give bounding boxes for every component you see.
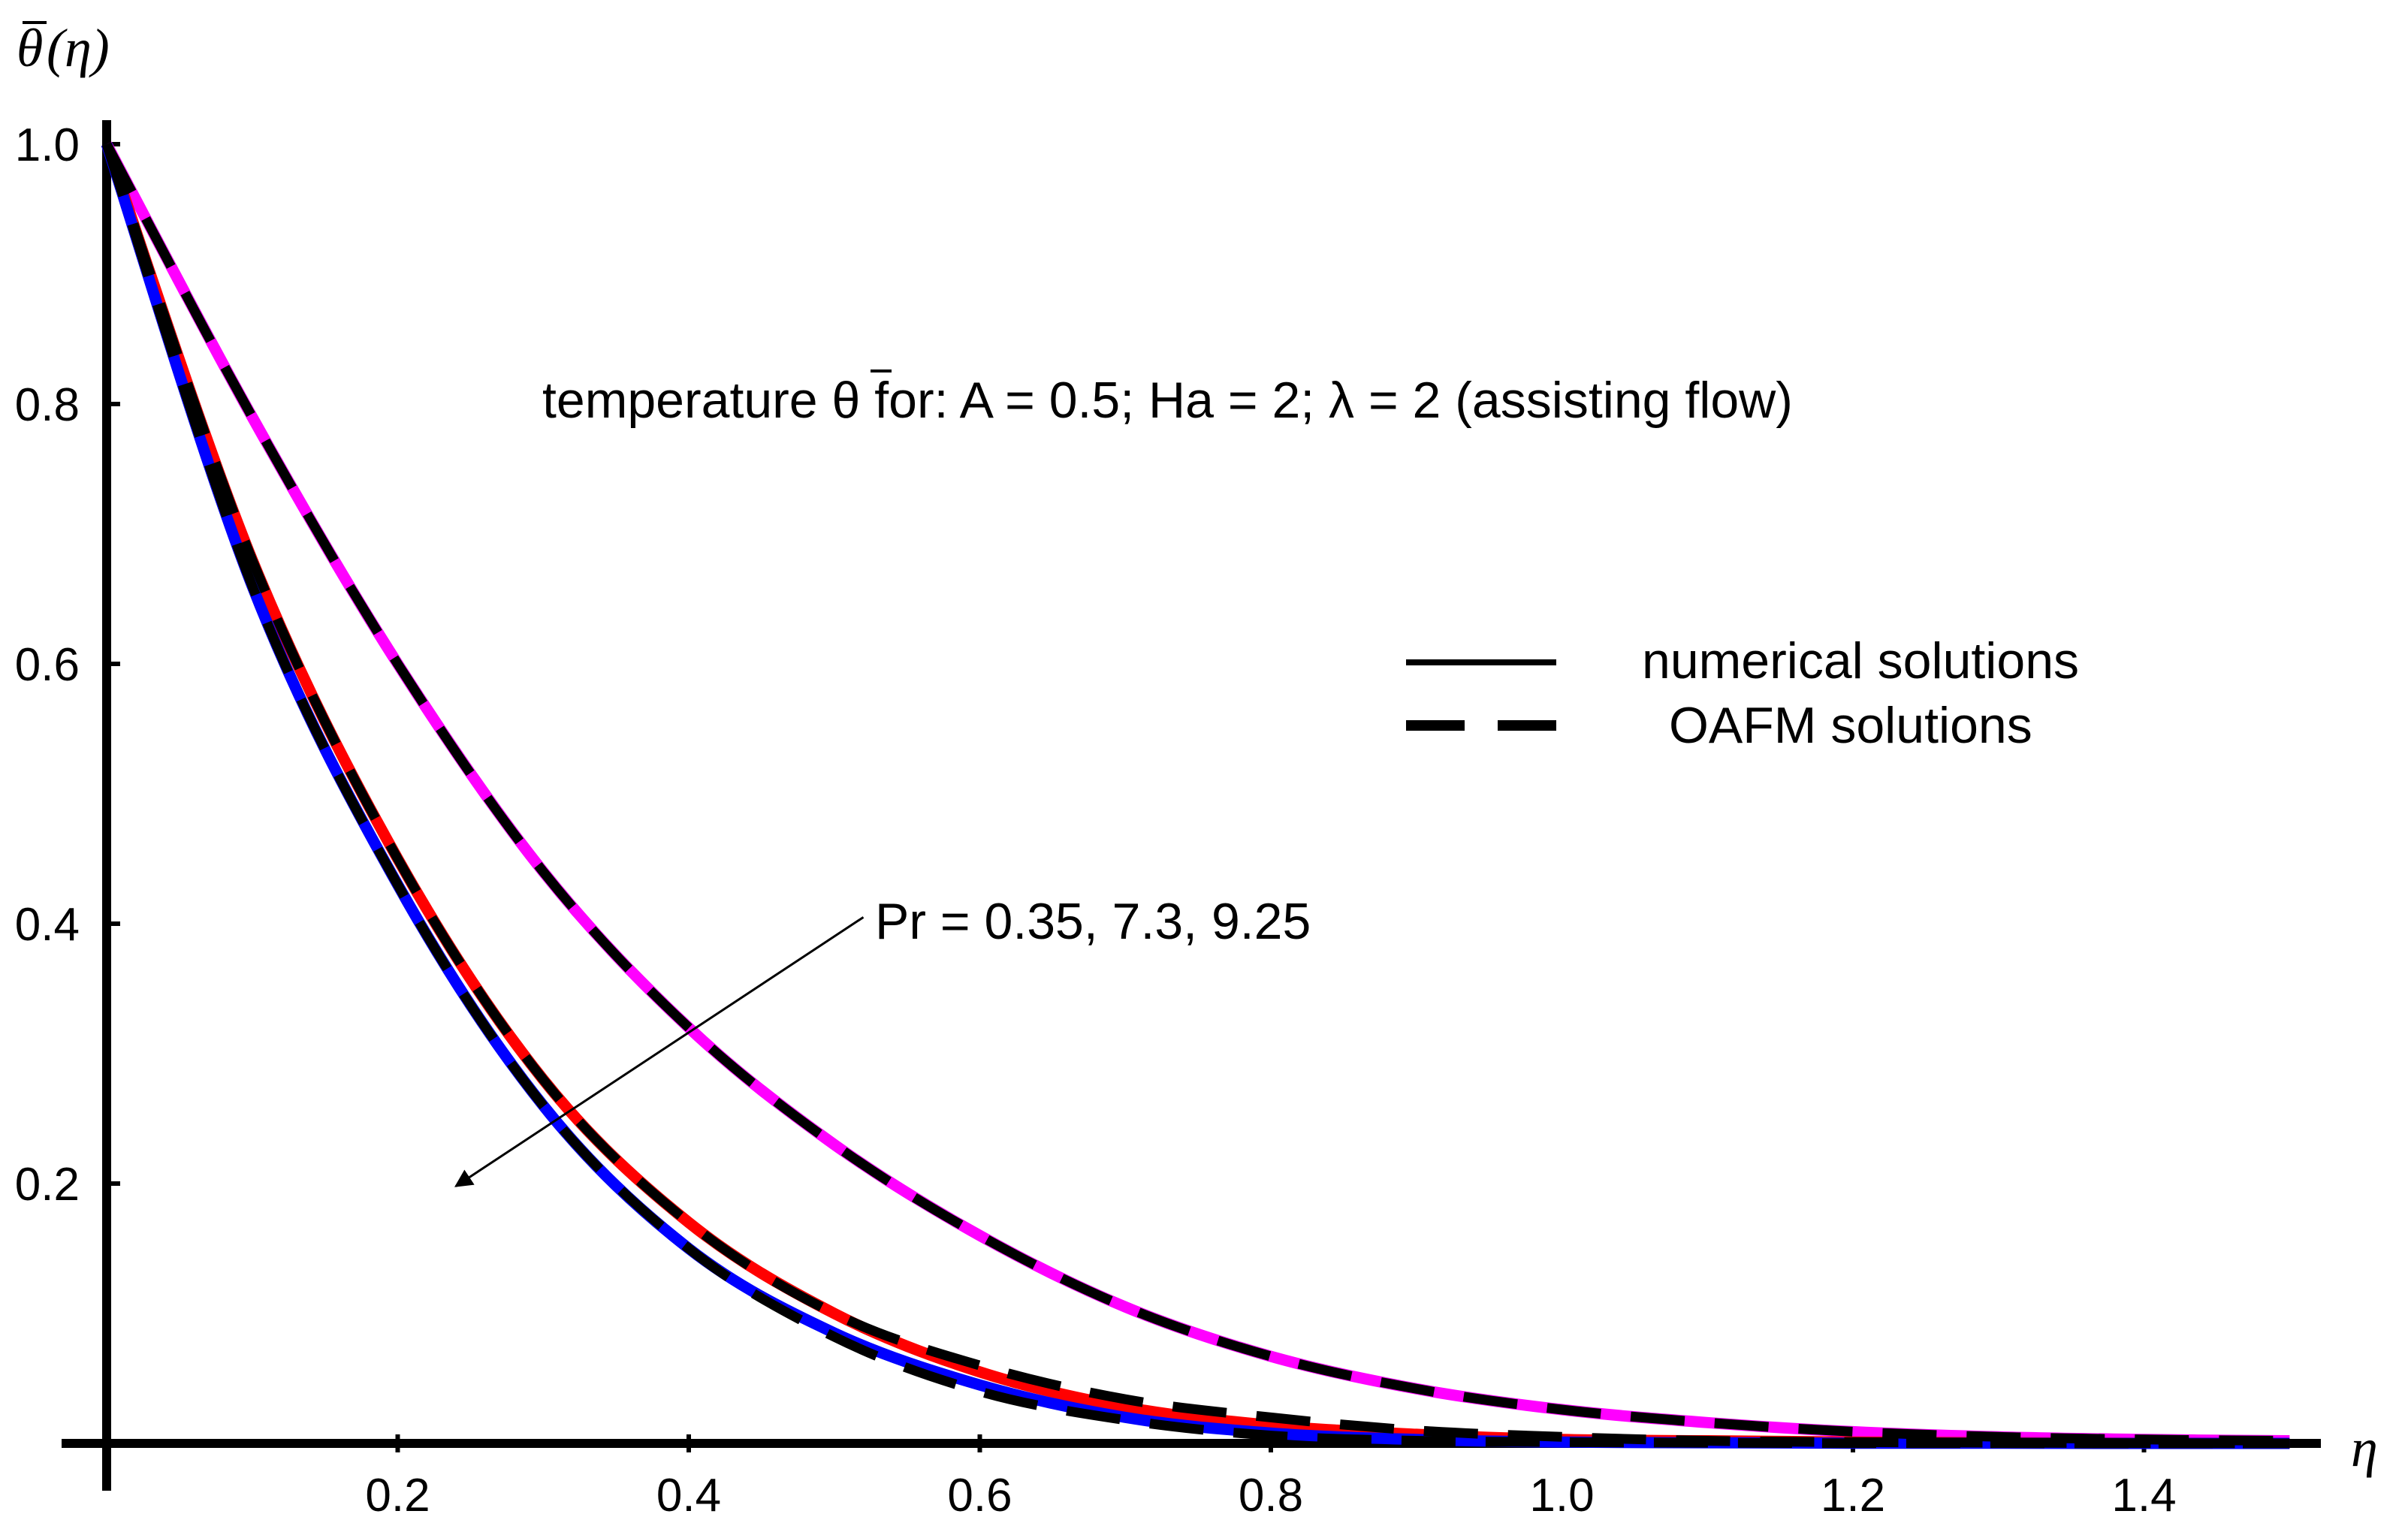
y-tick-label-2: 0.6 [15,639,80,691]
legend-numerical-label: numerical solutions [1642,632,2079,689]
legend: numerical solutions OAFM solutions [1406,632,2079,754]
y-tick-labels: 0.2 0.4 0.6 0.8 1.0 [15,119,80,1211]
y-axis-label-base: θ [17,18,43,78]
x-tick-label-0: 0.2 [365,1470,430,1517]
annotation-title: temperature θ for: A = 0.5; Ha = 2; λ = … [542,369,1793,429]
x-tick-label-2: 0.6 [947,1470,1012,1517]
x-tick-label-3: 0.8 [1239,1470,1303,1517]
series-line-2 [101,142,2290,1449]
series-layer [101,141,2290,1449]
y-tick-label-1: 0.4 [15,899,80,951]
series-line-1 [101,142,2290,1449]
x-tick-label-1: 0.4 [656,1470,721,1517]
series-line-4 [101,142,2290,1449]
legend-oafm-label: OAFM solutions [1669,697,2032,754]
annotation-title-text: temperature θ for: A = 0.5; Ha = 2; λ = … [542,372,1793,429]
y-tick-label-3: 0.8 [15,379,80,431]
series-line-5 [101,142,2290,1449]
x-tick-label-5: 1.2 [1821,1470,1885,1517]
series-line-3 [102,141,2290,1446]
y-axis-label: θ (η) [17,18,110,78]
x-tick-label-6: 1.4 [2111,1470,2176,1517]
pr-annotation: Pr = 0.35, 7.3, 9.25 [875,893,1311,950]
y-tick-label-0: 0.2 [15,1159,80,1211]
x-tick-label-4: 1.0 [1529,1470,1594,1517]
x-axis-label: η [2351,1418,2378,1478]
series-line-0 [101,141,2290,1446]
x-tick-labels: 0.2 0.4 0.6 0.8 1.0 1.2 1.4 [365,1470,2176,1517]
y-axis-label-suffix: (η) [47,18,110,78]
pr-arrow [454,916,865,1187]
y-tick-label-4: 1.0 [15,119,80,171]
